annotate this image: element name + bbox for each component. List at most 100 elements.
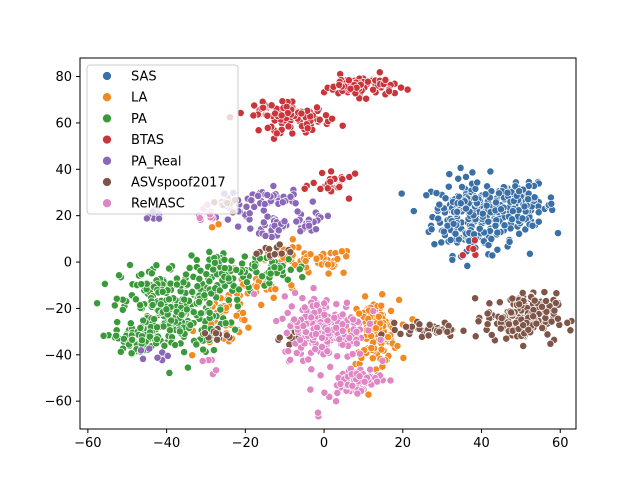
scatter-point	[382, 76, 389, 83]
scatter-point	[178, 311, 185, 318]
scatter-point	[400, 354, 407, 361]
scatter-point	[211, 259, 218, 266]
legend-label-la: LA	[131, 91, 148, 106]
scatter-point	[450, 220, 457, 227]
scatter-point	[336, 336, 343, 343]
scatter-point	[251, 203, 258, 210]
scatter-point	[340, 269, 347, 276]
scatter-point	[195, 298, 202, 305]
scatter-point	[369, 355, 376, 362]
y-tick-label: 20	[55, 209, 72, 224]
scatter-point	[431, 241, 438, 248]
y-tick-label: 60	[55, 116, 72, 131]
scatter-point	[299, 274, 306, 281]
scatter-point	[352, 170, 359, 177]
scatter-point	[455, 175, 462, 182]
scatter-point	[423, 192, 430, 199]
scatter-point	[197, 310, 204, 317]
scatter-point	[189, 288, 196, 295]
scatter-point	[297, 336, 304, 343]
scatter-point	[181, 349, 188, 356]
legend-label-pa: PA	[131, 112, 147, 127]
scatter-point	[284, 276, 291, 283]
scatter-point	[356, 373, 363, 380]
legend-marker-pa	[103, 114, 112, 123]
scatter-point	[233, 266, 240, 273]
scatter-point	[243, 279, 250, 286]
scatter-point	[235, 223, 242, 230]
scatter-point	[271, 251, 278, 258]
scatter-point	[486, 300, 493, 307]
scatter-point	[271, 264, 278, 271]
x-tick-label: 0	[320, 436, 328, 451]
scatter-point	[476, 225, 483, 232]
scatter-point	[339, 311, 346, 318]
scatter-point	[564, 319, 571, 326]
scatter-point	[324, 261, 331, 268]
scatter-point	[251, 290, 258, 297]
scatter-point	[385, 333, 392, 340]
scatter-point	[232, 326, 239, 333]
scatter-point	[498, 315, 505, 322]
scatter-point	[521, 203, 528, 210]
scatter-point	[535, 218, 542, 225]
scatter-point	[186, 264, 193, 271]
scatter-point	[209, 224, 216, 231]
scatter-point	[305, 356, 312, 363]
scatter-point	[267, 270, 274, 277]
scatter-point	[246, 210, 253, 217]
scatter-point	[181, 296, 188, 303]
x-tick-label: −60	[74, 436, 101, 451]
scatter-point	[268, 102, 275, 109]
scatter-point	[307, 251, 314, 258]
scatter-point	[339, 176, 346, 183]
scatter-point	[350, 316, 357, 323]
scatter-point	[283, 329, 290, 336]
scatter-point	[143, 215, 150, 222]
scatter-point	[113, 332, 120, 339]
scatter-point	[364, 78, 371, 85]
scatter-point	[182, 271, 189, 278]
legend: SAS LA PA BTAS PA_Real ASVspoof2017 ReMASC	[87, 65, 238, 214]
scatter-point	[206, 248, 213, 255]
scatter-point	[497, 206, 504, 213]
scatter-point	[362, 293, 369, 300]
scatter-point	[509, 208, 516, 215]
scatter-point	[173, 281, 180, 288]
scatter-point	[139, 355, 146, 362]
scatter-point	[115, 272, 122, 279]
scatter-point	[343, 299, 350, 306]
scatter-point	[324, 212, 331, 219]
scatter-point	[258, 301, 265, 308]
scatter-point	[374, 378, 381, 385]
x-tick-label: 60	[552, 436, 569, 451]
scatter-point	[505, 321, 512, 328]
scatter-point	[416, 321, 423, 328]
scatter-point	[438, 239, 445, 246]
scatter-point	[301, 304, 308, 311]
scatter-point	[313, 301, 320, 308]
scatter-point	[279, 199, 286, 206]
scatter-point	[496, 299, 503, 306]
scatter-point	[247, 225, 254, 232]
scatter-point	[153, 262, 160, 269]
scatter-point	[440, 228, 447, 235]
scatter-point	[370, 86, 377, 93]
scatter-point	[516, 301, 523, 308]
scatter-point	[356, 310, 363, 317]
scatter-point	[243, 203, 250, 210]
scatter-point	[313, 104, 320, 111]
scatter-point	[137, 324, 144, 331]
scatter-point	[471, 237, 478, 244]
scatter-point	[210, 266, 217, 273]
scatter-point	[203, 271, 210, 278]
scatter-point	[435, 215, 442, 222]
scatter-point	[119, 306, 126, 313]
scatter-point	[262, 232, 269, 239]
y-tick-label: −40	[45, 348, 72, 363]
scatter-point	[567, 327, 574, 334]
scatter-point	[161, 342, 168, 349]
scatter-point	[294, 208, 301, 215]
scatter-point	[228, 257, 235, 264]
scatter-point	[325, 270, 332, 277]
